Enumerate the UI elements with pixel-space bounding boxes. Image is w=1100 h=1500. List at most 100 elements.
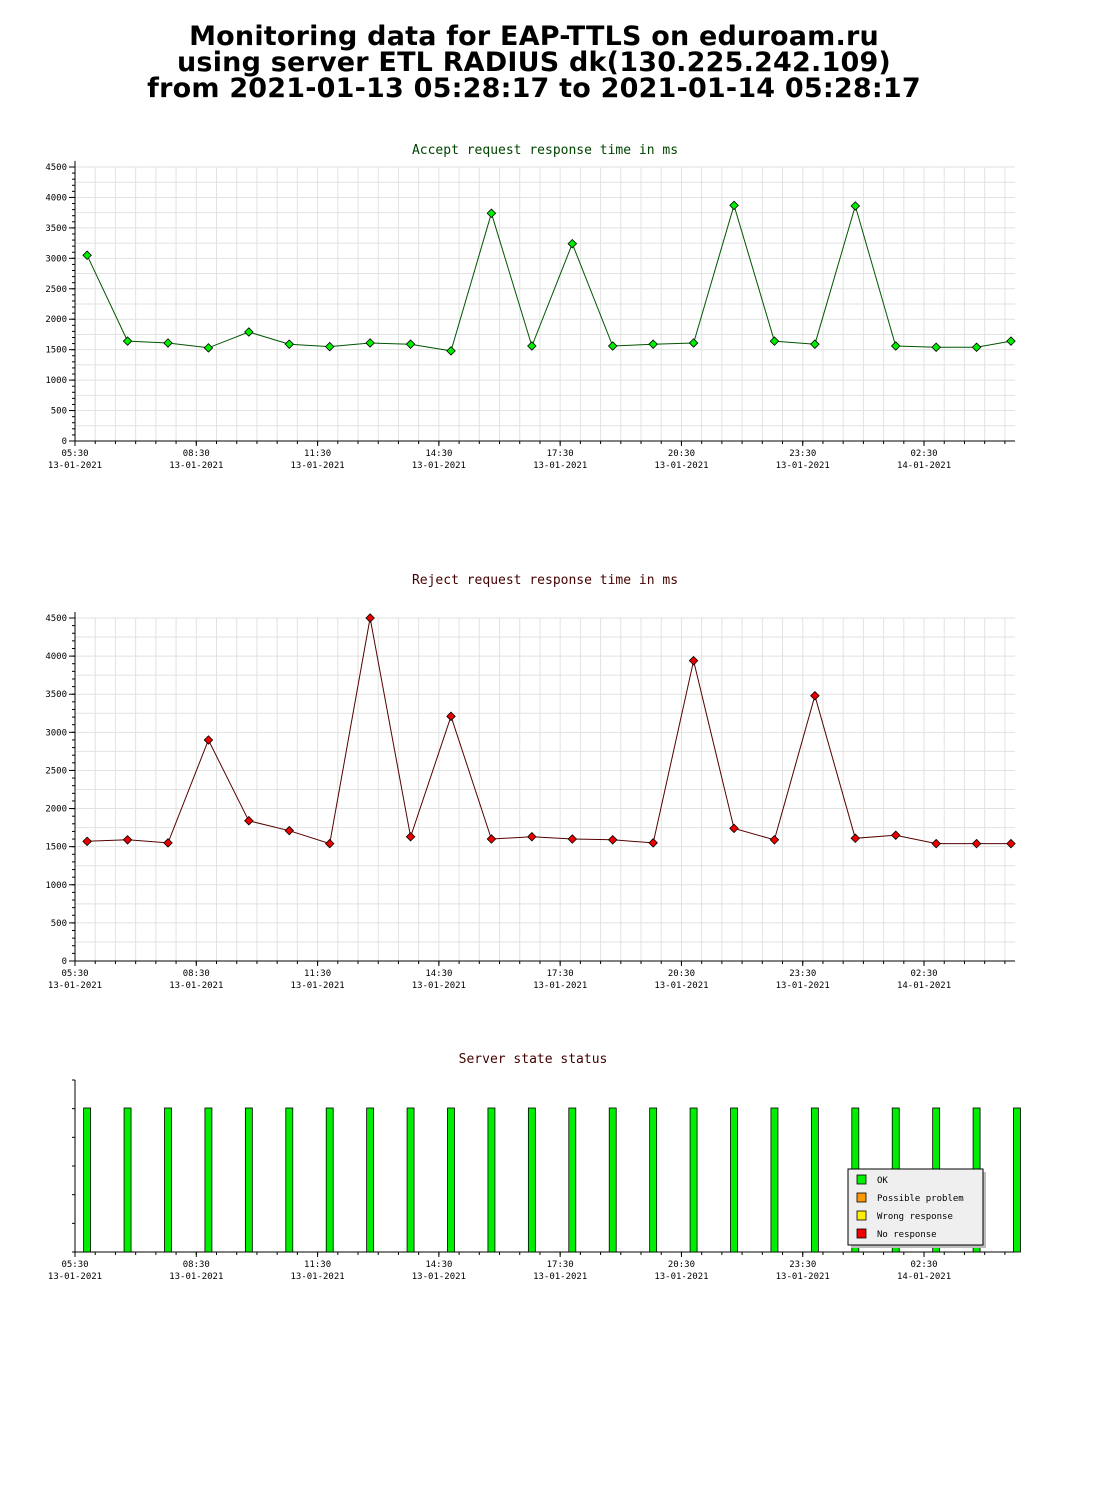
x-tick-label-time: 11:30 — [304, 449, 331, 459]
status-bar — [527, 1107, 536, 1253]
data-point — [607, 341, 618, 351]
y-tick-label: 500 — [51, 407, 67, 417]
x-tick-label-time: 05:30 — [61, 969, 88, 979]
data-point — [1006, 838, 1016, 849]
x-tick-label-date: 13-01-2021 — [169, 981, 223, 991]
status-bar — [568, 1107, 577, 1253]
data-point — [486, 208, 497, 219]
status-bar — [325, 1107, 334, 1253]
x-tick-label-time: 11:30 — [304, 969, 331, 979]
data-point — [810, 690, 820, 701]
data-point — [82, 836, 92, 847]
data-point — [729, 200, 739, 211]
data-point — [244, 327, 254, 337]
status-bar — [487, 1107, 496, 1253]
x-tick-label-date: 13-01-2021 — [654, 1272, 708, 1282]
data-point — [405, 831, 416, 842]
data-point — [163, 838, 173, 848]
data-point — [446, 346, 456, 356]
data-point — [203, 735, 214, 745]
x-tick-label-date: 13-01-2021 — [290, 461, 344, 471]
data-point — [890, 830, 901, 840]
x-tick-label-time: 17:30 — [547, 1260, 574, 1270]
x-tick-label-time: 05:30 — [61, 449, 88, 459]
data-point — [1006, 336, 1016, 346]
reject-response-chart: Reject request response time in ms 0 500 10… — [45, 573, 1016, 991]
data-point — [122, 336, 133, 346]
data-point — [769, 835, 780, 845]
x-tick-label-date: 13-01-2021 — [169, 461, 223, 471]
data-point — [971, 838, 982, 849]
x-tick-label-date: 13-01-2021 — [412, 461, 466, 471]
x-tick-label-date: 13-01-2021 — [412, 1272, 466, 1282]
y-tick-label: 2000 — [45, 805, 67, 815]
x-tick-label-date: 13-01-2021 — [412, 981, 466, 991]
status-bar — [689, 1107, 698, 1253]
chart-title: Reject request response time in ms — [412, 573, 678, 588]
y-tick-label: 3000 — [45, 254, 67, 264]
title-line-3: from 2021-01-13 05:28:17 to 2021-01-14 0… — [147, 73, 921, 104]
chart-title: Accept request response time in ms — [412, 143, 678, 158]
data-point — [527, 341, 537, 351]
series-line — [86, 203, 1012, 352]
data-point — [567, 238, 578, 249]
data-point — [365, 613, 375, 623]
x-tick-label-date: 13-01-2021 — [776, 461, 830, 471]
y-tick-label: 1000 — [45, 376, 67, 386]
y-tick-label: 1500 — [45, 346, 67, 356]
x-tick-label-date: 13-01-2021 — [776, 981, 830, 991]
data-point — [729, 823, 739, 834]
x-tick-label-time: 02:30 — [910, 969, 937, 979]
x-tick-label-time: 23:30 — [789, 969, 816, 979]
x-tick-label-date: 14-01-2021 — [897, 981, 951, 991]
x-tick-label-date: 13-01-2021 — [533, 1272, 587, 1282]
x-tick-label-time: 17:30 — [547, 449, 574, 459]
data-point — [365, 338, 375, 348]
status-bar — [608, 1107, 617, 1253]
data-point — [324, 341, 335, 352]
legend-swatch — [856, 1228, 867, 1239]
y-tick-label: 4000 — [45, 652, 67, 662]
x-tick-label-time: 05:30 — [61, 1260, 88, 1270]
data-point — [82, 250, 92, 261]
x-tick-label-time: 23:30 — [789, 449, 816, 459]
x-tick-label-time: 02:30 — [910, 1260, 937, 1270]
status-bar — [1013, 1107, 1021, 1253]
x-tick-label-time: 20:30 — [668, 1260, 695, 1270]
data-point — [850, 201, 861, 211]
x-tick-label-time: 11:30 — [304, 1260, 331, 1270]
legend-box — [847, 1168, 984, 1246]
x-tick-label-date: 14-01-2021 — [897, 461, 951, 471]
data-point — [284, 339, 295, 349]
status-bar — [285, 1107, 294, 1253]
title-line-2: using server ETL RADIUS dk(130.225.242.1… — [177, 47, 891, 78]
y-tick-label: 1500 — [45, 843, 67, 853]
x-tick-label-date: 13-01-2021 — [290, 1272, 344, 1282]
x-tick-label-time: 23:30 — [789, 1260, 816, 1270]
data-point — [607, 835, 618, 845]
x-tick-label-date: 13-01-2021 — [533, 461, 587, 471]
data-point — [810, 339, 820, 349]
data-point — [486, 834, 497, 844]
status-bar — [244, 1107, 253, 1253]
y-tick-label: 3000 — [45, 728, 67, 738]
data-point — [284, 825, 295, 836]
data-point — [850, 833, 861, 844]
legend-swatch — [856, 1174, 867, 1185]
data-point — [527, 831, 537, 842]
y-tick-label: 4500 — [45, 163, 67, 173]
legend-swatch — [856, 1210, 867, 1221]
status-bar — [810, 1107, 819, 1253]
x-tick-label-date: 14-01-2021 — [897, 1272, 951, 1282]
x-tick-label-time: 14:30 — [425, 969, 452, 979]
data-point — [203, 343, 214, 353]
status-bar — [164, 1107, 172, 1253]
y-tick-label: 1000 — [45, 881, 67, 891]
x-tick-label-time: 20:30 — [668, 969, 695, 979]
data-point — [567, 834, 578, 844]
y-tick-label: 4000 — [45, 193, 67, 203]
x-tick-label-time: 14:30 — [425, 1260, 452, 1270]
y-tick-label: 500 — [51, 919, 67, 929]
chart-title: Server state status — [459, 1052, 608, 1067]
data-point — [890, 341, 901, 351]
